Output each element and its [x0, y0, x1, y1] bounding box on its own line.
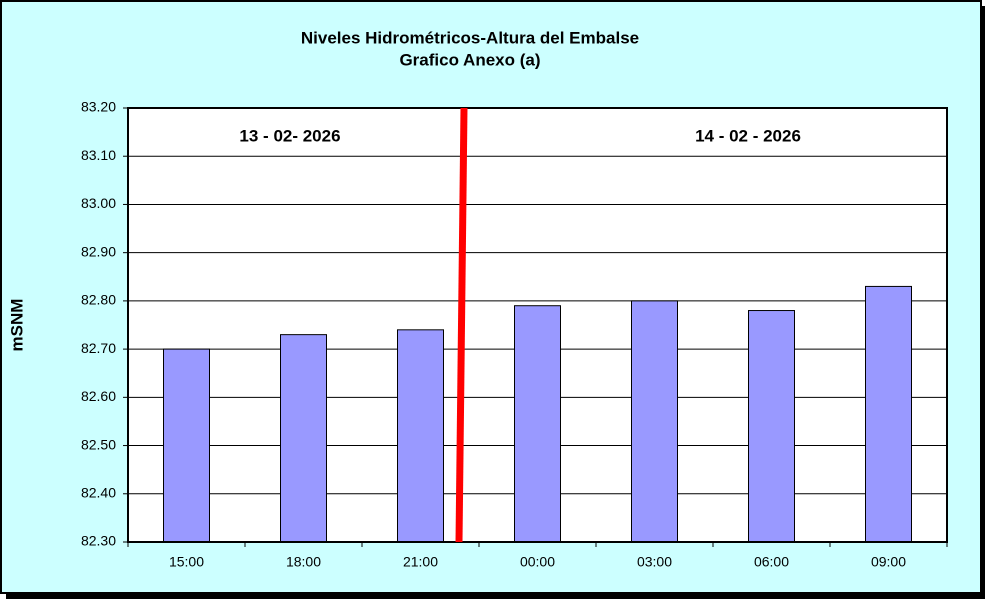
bar: [280, 334, 327, 543]
bar: [865, 285, 912, 543]
x-tick-label: 00:00: [520, 554, 555, 570]
y-tick-label: 82.70: [81, 340, 116, 356]
bar: [163, 348, 210, 543]
bar: [514, 305, 561, 543]
annotation: 13 - 02- 2026: [239, 126, 340, 145]
x-tick-label: 18:00: [286, 554, 321, 570]
y-tick-label: 83.10: [81, 147, 116, 163]
chart-subtitle: Grafico Anexo (a): [399, 50, 540, 69]
bar: [748, 310, 795, 543]
x-tick-label: 09:00: [871, 554, 906, 570]
x-tick-label: 06:00: [754, 554, 789, 570]
y-tick-label: 82.90: [81, 243, 116, 259]
x-tick-label: 03:00: [637, 554, 672, 570]
y-tick-label: 83.00: [81, 195, 116, 211]
annotation: 14 - 02 - 2026: [695, 126, 801, 145]
chart-title: Niveles Hidrométricos-Altura del Embalse: [301, 28, 639, 47]
y-tick-label: 82.60: [81, 388, 116, 404]
y-tick-label: 83.20: [81, 99, 116, 115]
x-tick-label: 21:00: [403, 554, 438, 570]
bar: [397, 329, 444, 543]
y-tick-label: 82.40: [81, 484, 116, 500]
y-tick-label: 82.30: [81, 533, 116, 549]
bar: [631, 300, 678, 543]
x-tick-label: 15:00: [169, 554, 204, 570]
plot-border: [127, 107, 948, 543]
date-divider: [455, 107, 468, 543]
y-tick-label: 82.50: [81, 436, 116, 452]
y-tick-label: 82.80: [81, 292, 116, 308]
y-axis-label: mSNM: [7, 299, 26, 352]
